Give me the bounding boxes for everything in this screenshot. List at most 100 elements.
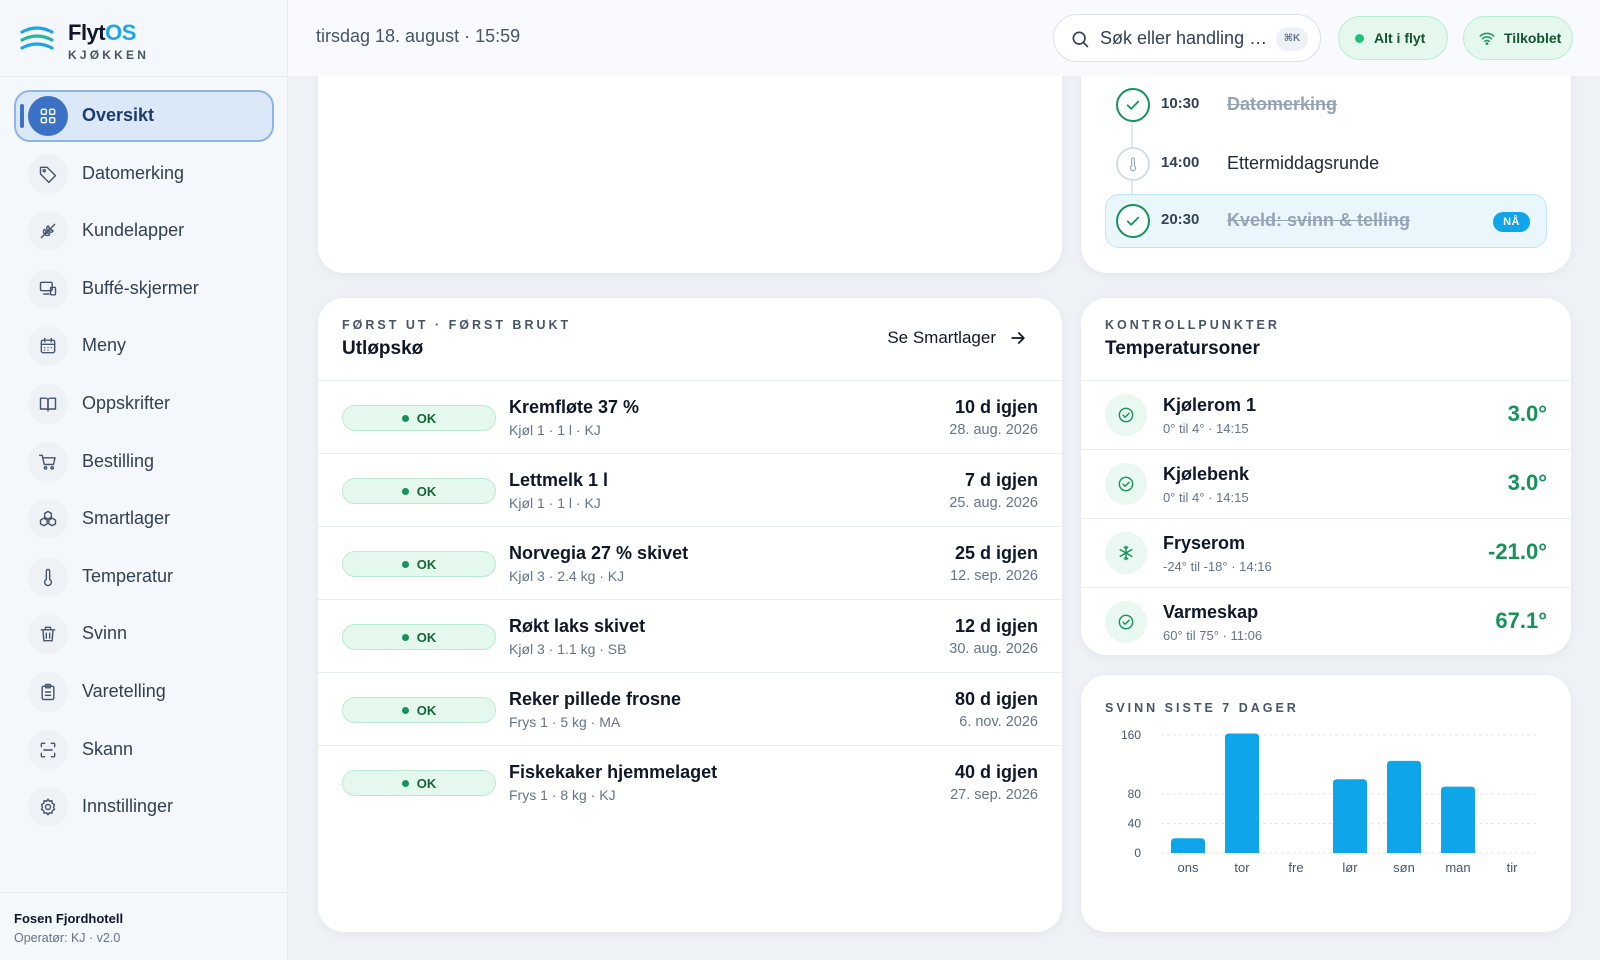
hotel-name: Fosen Fjordhotell <box>14 911 124 926</box>
y-tick-label: 0 <box>1134 846 1141 860</box>
status-dot <box>401 633 409 641</box>
temperature-zone-row[interactable]: Kjølebenk 0° til 4° · 14:15 3.0° <box>1081 450 1571 519</box>
schedule-name: Datomerking <box>1227 94 1338 114</box>
item-name: Lettmelk 1 l <box>509 470 609 490</box>
sidebar-item-kundelapper[interactable]: Kundelapper <box>14 205 274 257</box>
item-name: Reker pillede frosne <box>509 689 682 709</box>
card-title: Utløpskø <box>342 338 424 359</box>
schedule-item-current[interactable]: 20:30 Kveld: svinn & telling NÅ <box>1105 194 1547 248</box>
sidebar: FlytOS KJØKKEN Oversikt Datomerking Kund… <box>0 0 288 960</box>
brand-subtitle: KJØKKEN <box>68 48 150 62</box>
item-name: Røkt laks skivet <box>509 616 646 636</box>
zone-meta: 0° til 4° · 14:15 <box>1163 421 1249 436</box>
sidebar-item-smartlager[interactable]: Smartlager <box>14 493 274 545</box>
x-tick-label: man <box>1445 860 1470 875</box>
search-input[interactable]: Søk eller handling … ⌘K <box>1053 14 1321 62</box>
zone-meta: 60° til 75° · 11:06 <box>1163 628 1263 643</box>
clipboard-icon <box>28 671 68 712</box>
sidebar-item-datomerking[interactable]: Datomerking <box>14 148 274 200</box>
item-name: Norvegia 27 % skivet <box>509 543 689 563</box>
status-badge: OK <box>342 551 496 577</box>
temperature-zone-row[interactable]: Kjølerom 1 0° til 4° · 14:15 3.0° <box>1081 381 1571 450</box>
check-circle-icon <box>1105 463 1147 505</box>
sidebar-item-varetelling[interactable]: Varetelling <box>14 666 274 718</box>
cart-icon <box>28 441 68 482</box>
thermometer-icon <box>28 556 68 597</box>
sidebar-item-innstillinger[interactable]: Innstillinger <box>14 781 274 833</box>
sidebar-item-oppskrifter[interactable]: Oppskrifter <box>14 378 274 430</box>
list-item[interactable]: OK Fiskekaker hjemmelaget Frys 1 · 8 kg … <box>318 746 1062 819</box>
sidebar-item-label: Buffé-skjermer <box>82 277 199 298</box>
temperature-zone-row[interactable]: Fryserom -24° til -18° · 14:16 -21.0° <box>1081 519 1571 588</box>
temperature-zone-row[interactable]: Varmeskap 60° til 75° · 11:06 67.1° <box>1081 588 1571 655</box>
schedule-name: Kveld: svinn & telling <box>1227 210 1411 230</box>
top-bar: tirsdag 18. august · 15:59 Søk eller han… <box>288 0 1600 76</box>
chart-bar-ons[interactable] <box>1171 838 1205 853</box>
list-item[interactable]: OK Reker pillede frosne Frys 1 · 5 kg · … <box>318 673 1062 746</box>
status-badge: OK <box>342 478 496 504</box>
item-name: Kremfløte 37 % <box>509 397 640 417</box>
item-meta: Frys 1 · 5 kg · MA <box>509 714 621 730</box>
sidebar-item-label: Svinn <box>82 623 128 644</box>
status-dot <box>401 487 409 495</box>
monitor-icon <box>28 268 68 309</box>
sidebar-item-label: Kundelapper <box>82 220 185 241</box>
sidebar-item-bestilling[interactable]: Bestilling <box>14 436 274 488</box>
chart-bar-tor[interactable] <box>1225 733 1259 853</box>
chart-bar-lør[interactable] <box>1333 779 1367 853</box>
chart-bar-søn[interactable] <box>1387 760 1421 853</box>
expiry-queue-card: FØRST UT · FØRST BRUKT Utløpskø Se Smart… <box>318 298 1062 932</box>
brand[interactable]: FlytOS KJØKKEN <box>20 18 270 66</box>
list-item[interactable]: OK Kremfløte 37 % Kjøl 1 · 1 l · KJ 10 d… <box>318 381 1062 454</box>
sidebar-item-meny[interactable]: Meny <box>14 320 274 372</box>
status-dot <box>401 779 409 787</box>
x-tick-label: søn <box>1393 860 1415 875</box>
shortcut-hint: ⌘K <box>1276 27 1308 51</box>
days-left: 80 d igjen <box>954 689 1038 709</box>
days-left: 12 d igjen <box>954 616 1038 636</box>
chart-bar-man[interactable] <box>1441 786 1475 853</box>
sidebar-item-label: Datomerking <box>82 162 185 183</box>
list-item[interactable]: OK Røkt laks skivet Kjøl 3 · 1.1 kg · SB… <box>318 600 1062 673</box>
card-eyebrow: FØRST UT · FØRST BRUKT <box>342 318 572 332</box>
zone-meta: -24° til -18° · 14:16 <box>1163 559 1272 574</box>
check-circle-icon <box>1105 601 1147 643</box>
connection-status[interactable]: Tilkoblet <box>1463 16 1573 60</box>
status-badge-flow[interactable]: Alt i flyt <box>1338 16 1448 60</box>
schedule-item[interactable]: 10:30 Datomerking <box>1105 78 1547 132</box>
schedule-item[interactable]: 14:00 Ettermiddagsrunde <box>1105 137 1547 191</box>
status-badge: OK <box>342 697 496 723</box>
waste-chart-card: SVINN SISTE 7 DAGER 0 40 80 160 ons tor fre lør… <box>1081 675 1571 932</box>
sidebar-item-temperatur[interactable]: Temperatur <box>14 551 274 603</box>
expiry-date: 27. sep. 2026 <box>950 787 1038 803</box>
zone-value: 3.0° <box>1507 401 1547 426</box>
sidebar-item-skann[interactable]: Skann <box>14 724 274 776</box>
expiry-date: 28. aug. 2026 <box>949 422 1038 438</box>
schedule-time: 20:30 <box>1161 211 1200 228</box>
card-title: Temperatursoner <box>1105 338 1260 359</box>
schedule-time: 14:00 <box>1161 154 1200 171</box>
connection-label: Tilkoblet <box>1504 30 1562 46</box>
divider <box>1081 380 1571 381</box>
check-circle-icon <box>1105 394 1147 436</box>
schedule-card: 10:30 Datomerking 14:00 Ettermiddagsrund… <box>1081 40 1571 273</box>
days-left: 40 d igjen <box>954 762 1038 782</box>
list-item[interactable]: OK Lettmelk 1 l Kjøl 1 · 1 l · KJ 7 d ig… <box>318 454 1062 527</box>
check-circle-icon <box>1116 204 1150 238</box>
smartlager-link[interactable]: Se Smartlager <box>887 328 1028 348</box>
list-item[interactable]: OK Norvegia 27 % skivet Kjøl 3 · 2.4 kg … <box>318 527 1062 600</box>
item-meta: Kjøl 1 · 1 l · KJ <box>509 495 601 511</box>
x-tick-label: fre <box>1288 860 1303 875</box>
status-dot <box>401 706 409 714</box>
expiry-date: 30. aug. 2026 <box>949 641 1038 657</box>
expiry-date: 6. nov. 2026 <box>959 714 1038 730</box>
sidebar-item-oversikt[interactable]: Oversikt <box>14 90 274 142</box>
temperature-zones-card: KONTROLLPUNKTER Temperatursoner Kjølerom… <box>1081 298 1571 655</box>
sidebar-item-buffe-skjermer[interactable]: Buffé-skjermer <box>14 263 274 315</box>
sidebar-item-label: Innstillinger <box>82 796 174 817</box>
grid-icon <box>28 96 68 136</box>
status-flow-label: Alt i flyt <box>1374 30 1426 46</box>
check-circle-icon <box>1116 88 1150 122</box>
active-indicator <box>20 104 24 128</box>
sidebar-item-svinn[interactable]: Svinn <box>14 608 274 660</box>
